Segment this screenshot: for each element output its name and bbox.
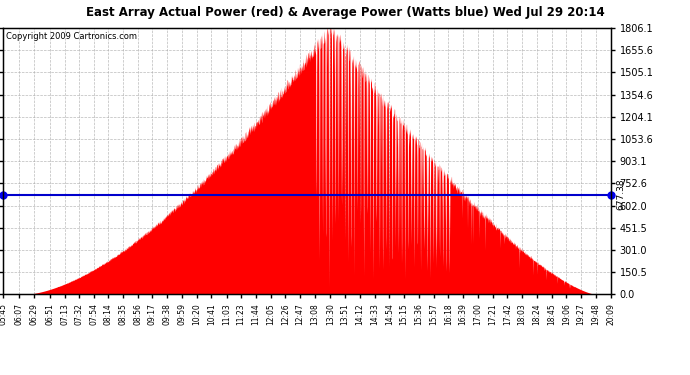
Text: 677.38: 677.38	[617, 179, 626, 210]
Text: East Array Actual Power (red) & Average Power (Watts blue) Wed Jul 29 20:14: East Array Actual Power (red) & Average …	[86, 6, 604, 19]
Text: Copyright 2009 Cartronics.com: Copyright 2009 Cartronics.com	[6, 32, 137, 41]
Text: 677.38: 677.38	[0, 179, 2, 210]
